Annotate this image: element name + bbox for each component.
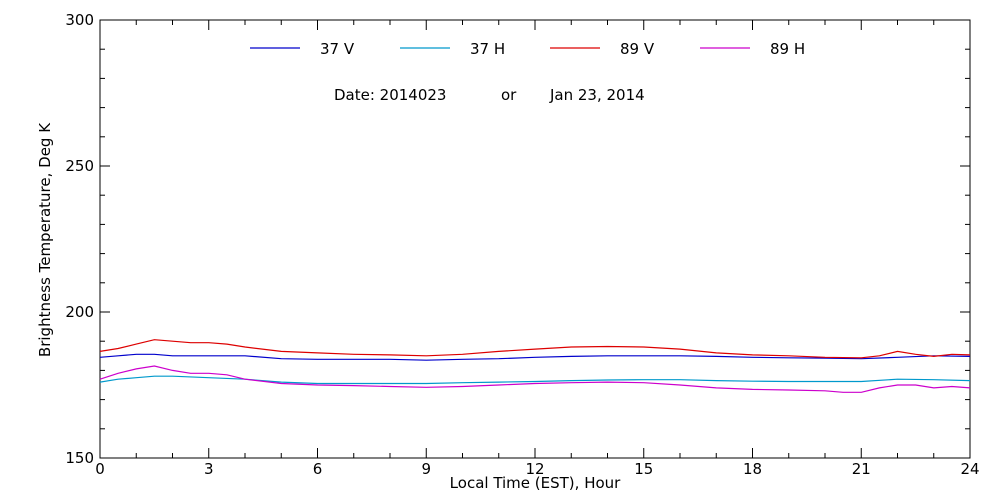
x-tick-label: 18 [743,460,762,478]
x-tick-label: 24 [960,460,979,478]
x-tick-label: 9 [421,460,431,478]
y-tick-label: 300 [65,11,94,29]
y-tick-label: 250 [65,157,94,175]
legend: 37 V 37 H 89 V 89 H [250,40,805,58]
x-tick-label: 15 [634,460,653,478]
series-line-89v [99,339,971,359]
x-tick-label: 3 [204,460,214,478]
axis-ticks: 0 3 6 9 12 15 18 21 24 150 200 250 300 [65,11,979,478]
x-tick-label: 6 [313,460,323,478]
legend-label-89h: 89 H [770,40,805,58]
x-axis-title: Local Time (EST), Hour [450,474,621,492]
date-label: Date: 2014023 [334,86,446,104]
date-text: Jan 23, 2014 [549,86,645,104]
legend-label-37h: 37 H [470,40,505,58]
y-tick-label: 150 [65,449,94,467]
x-tick-label: 0 [95,460,105,478]
series-line-89h [99,365,971,393]
y-tick-label: 200 [65,303,94,321]
series-line-37h [99,375,971,385]
date-or-label: or [501,86,517,104]
x-tick-label: 21 [852,460,871,478]
y-axis-title: Brightness Temperature, Deg K [36,122,54,357]
series-lines [99,339,971,393]
legend-label-37v: 37 V [320,40,355,58]
x-tick-label: 12 [525,460,544,478]
legend-label-89v: 89 V [620,40,655,58]
series-line-37v [99,353,971,361]
